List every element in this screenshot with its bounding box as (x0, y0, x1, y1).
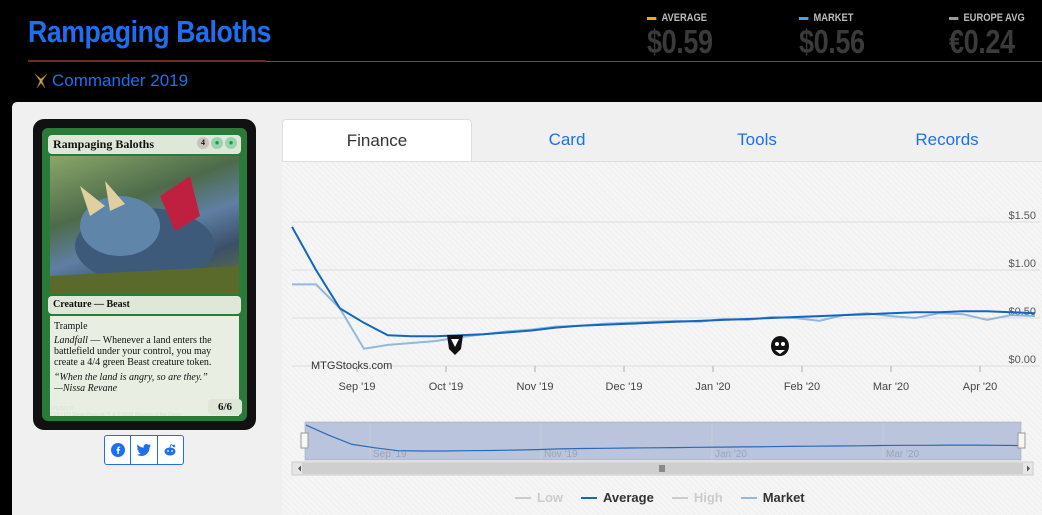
card-copyright: ™ & © 2019 Wizards of the Coast (105, 412, 182, 418)
twitter-icon (136, 444, 151, 456)
card-frame: Rampaging Baloths 4 ● ● Creature — Beast… (42, 128, 247, 421)
tab-records[interactable]: Records (915, 130, 979, 149)
card-title: Rampaging Baloths (28, 14, 272, 49)
finance-panel (282, 161, 1042, 515)
europe-swatch (949, 16, 959, 20)
tab-finance[interactable]: Finance (282, 119, 473, 161)
card-type-line: Creature — Beast (48, 296, 241, 314)
twitter-share-button[interactable] (131, 436, 158, 464)
card-image[interactable]: Rampaging Baloths 4 ● ● Creature — Beast… (33, 119, 256, 430)
price-value: $0.56 (799, 23, 865, 60)
card-ability-text: — Whenever a land enters the battlefield… (54, 335, 212, 368)
card-flavor-attribution: —Nissa Revane (54, 383, 118, 394)
legend-swatch (581, 496, 597, 499)
tab-card[interactable]: Card (548, 130, 586, 149)
tab-tools[interactable]: Tools (737, 130, 777, 149)
mana-cost: 4 ● ● (197, 137, 237, 149)
legend-swatch (671, 496, 688, 499)
facebook-icon (110, 443, 125, 457)
legend-swatch (515, 496, 531, 499)
set-link[interactable]: Commander 2019 (33, 71, 188, 91)
legend-item-market[interactable]: Market (740, 490, 805, 505)
generic-mana-icon: 4 (197, 137, 209, 149)
facebook-share-button[interactable] (105, 436, 132, 464)
price-label: EUROPE AVG (963, 12, 1025, 24)
card-collector-number: 176/302 R (50, 406, 74, 412)
set-symbol-icon (34, 73, 48, 89)
beast-art-icon (50, 176, 239, 294)
card-power-toughness: 6/6 (208, 399, 242, 415)
card-image-name-bar: Rampaging Baloths 4 ● ● (48, 135, 241, 154)
green-mana-icon: ● (211, 137, 223, 149)
card-flavor: “When the land is angry, so are they.” (54, 372, 208, 383)
reddit-share-button[interactable] (158, 436, 183, 464)
tab-bar: Finance Card Tools Records (282, 119, 1042, 161)
reddit-icon (164, 443, 176, 456)
legend-item-low[interactable]: Low (515, 490, 563, 505)
legend-swatch (740, 496, 757, 499)
legend-label: Market (762, 490, 805, 505)
price-europe-avg: EUROPE AVG €0.24 (949, 12, 1038, 61)
price-market: MARKET $0.56 (799, 12, 879, 61)
price-average: AVERAGE $0.59 (647, 12, 727, 61)
card-set-line: C19 • EN (50, 412, 71, 418)
legend-label: High (693, 490, 723, 505)
card-art (50, 156, 239, 294)
chart-legend: Low Average High Market (515, 490, 805, 505)
market-swatch (799, 16, 809, 20)
legend-item-average[interactable]: Average (581, 490, 654, 505)
card-rules-text: Trample Landfall — Whenever a land enter… (50, 316, 239, 416)
set-name: Commander 2019 (52, 71, 189, 90)
price-label: AVERAGE (661, 12, 708, 24)
price-label: MARKET (813, 12, 854, 24)
card-header: Rampaging Baloths Commander 2019 AVERAGE… (0, 0, 1042, 102)
card-image-name: Rampaging Baloths (53, 137, 155, 151)
legend-item-high[interactable]: High (671, 490, 723, 505)
price-value: $0.59 (647, 23, 713, 60)
title-divider-accent (28, 60, 266, 62)
card-ability-word: Landfall (54, 335, 88, 346)
title-divider (28, 61, 1042, 62)
share-buttons (104, 435, 184, 465)
legend-label: Low (537, 490, 563, 505)
card-artist: Steve Prescott (72, 412, 105, 418)
card-footer: 176/302 R C19 • EN Steve Prescott ™ & © … (50, 406, 181, 418)
card-keyword: Trample (54, 321, 88, 332)
price-value: €0.24 (949, 23, 1015, 60)
legend-label: Average (603, 490, 654, 505)
average-swatch (647, 16, 657, 20)
green-mana-icon: ● (225, 137, 237, 149)
